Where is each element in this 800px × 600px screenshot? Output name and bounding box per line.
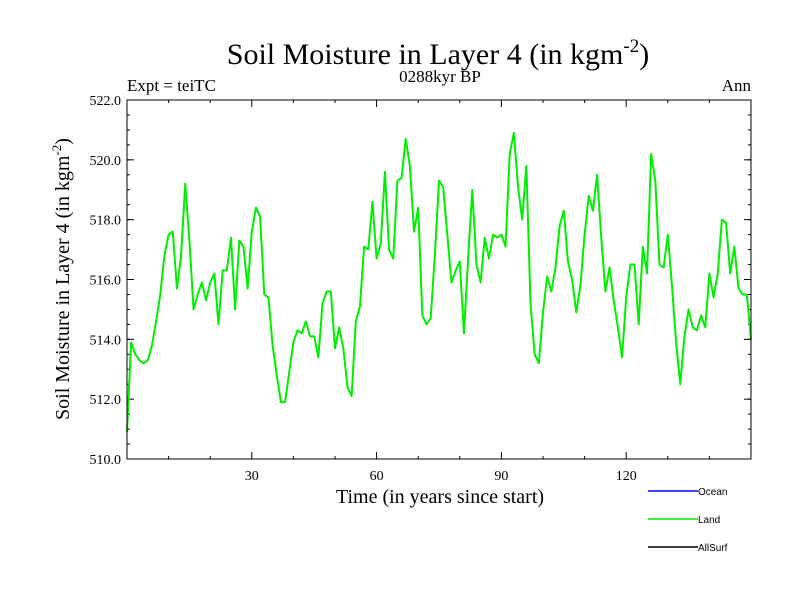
x-axis-label: Time (in years since start) (336, 486, 544, 508)
x-tick-label: 90 (494, 469, 508, 484)
plot-frame (126, 99, 752, 460)
y-tick-label: 510.0 (90, 453, 122, 468)
experiment-label: Expt = teiTC (127, 76, 216, 95)
legend-label-land: Land (698, 515, 720, 526)
x-tick-label: 60 (370, 469, 384, 484)
y-tick-label: 520.0 (90, 154, 122, 169)
series-group (126, 131, 752, 433)
legend-label-allsurf: AllSurf (698, 543, 728, 554)
chart-title: Soil Moisture in Layer 4 (in kgm-2) (227, 36, 649, 71)
y-tick-label: 522.0 (90, 94, 122, 109)
chart-subtitle: 0288kyr BP (399, 67, 481, 86)
legend-label-ocean: Ocean (698, 487, 727, 498)
x-tick-label: 120 (616, 469, 637, 484)
y-axis-label: Soil Moisture in Layer 4 (in kgm-2) (49, 138, 74, 420)
season-label: Ann (722, 76, 752, 95)
y-tick-label: 514.0 (90, 333, 122, 348)
series-line-land (126, 131, 752, 433)
x-tick-label: 30 (245, 469, 259, 484)
y-tick-label: 516.0 (90, 274, 122, 289)
y-tick-label: 518.0 (90, 214, 122, 229)
legend: Ocean Land AllSurf (648, 487, 728, 554)
y-tick-label: 512.0 (90, 393, 122, 408)
x-axis-ticks: 30 60 90 120 (126, 100, 752, 484)
